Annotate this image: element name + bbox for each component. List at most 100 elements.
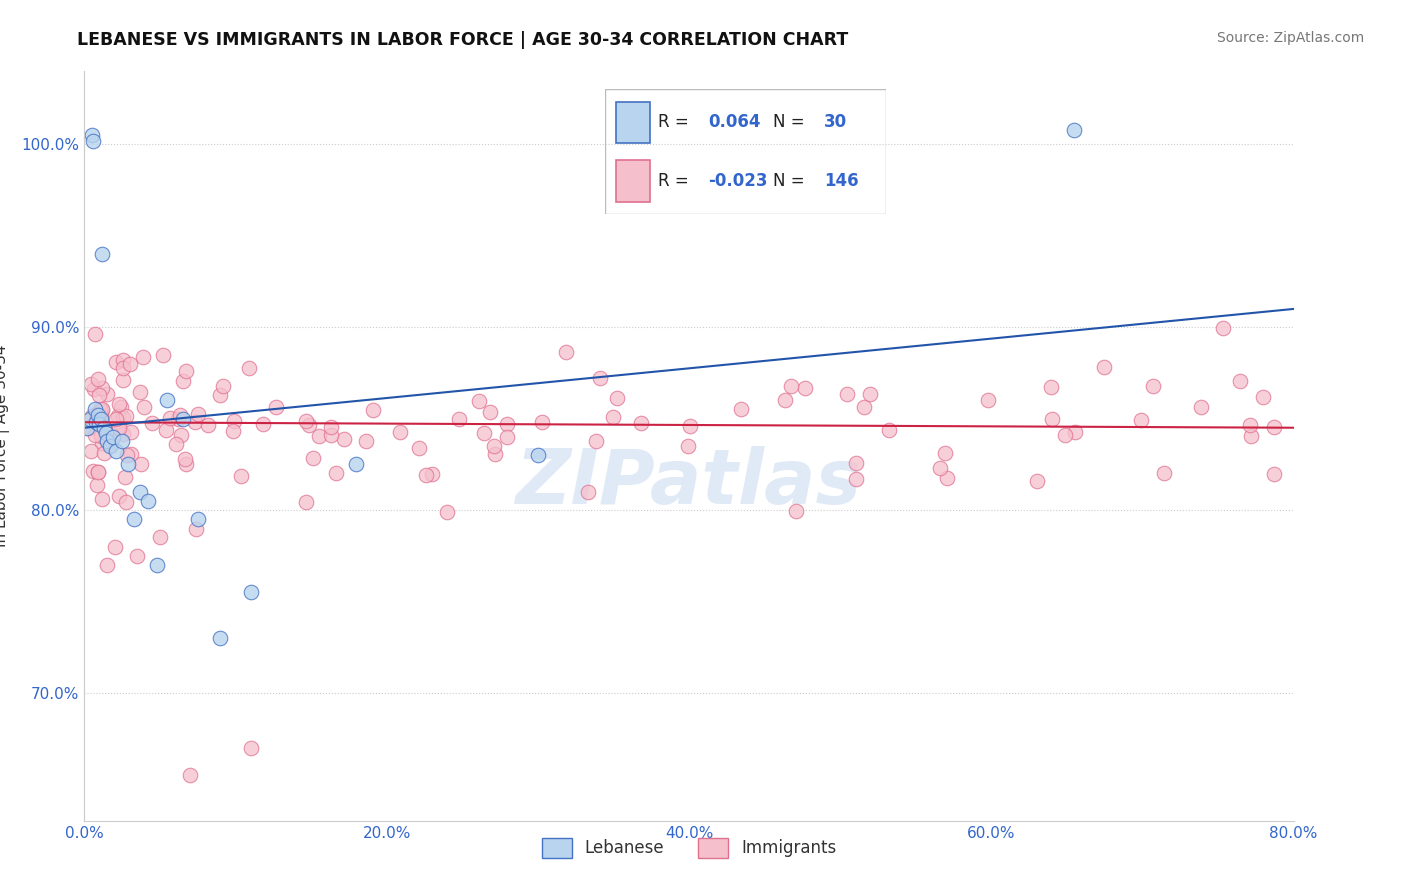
Point [86, 415, 108, 429]
Point [785, 503, 807, 517]
Point [105, 411, 128, 425]
Point [676, 439, 699, 453]
Point [112, 353, 135, 368]
Point [111, 360, 134, 375]
Point [1129, 413, 1152, 427]
Point [84, 407, 107, 421]
Point [877, 423, 900, 437]
Point [87, 466, 110, 480]
Point [122, 512, 145, 526]
Text: 30: 30 [824, 113, 846, 131]
Point [120, 447, 142, 461]
Point [108, 397, 131, 411]
Point [479, 405, 502, 419]
Text: 146: 146 [824, 172, 859, 190]
Point [1212, 321, 1234, 335]
Point [80, 128, 103, 143]
Point [224, 414, 246, 428]
Point [321, 428, 343, 442]
Text: 0.064: 0.064 [709, 113, 761, 131]
Point [319, 420, 342, 434]
Point [845, 456, 868, 470]
Point [108, 489, 131, 503]
Point [82, 464, 104, 478]
Point [89, 388, 111, 402]
Point [96, 434, 118, 448]
Point [90, 402, 112, 417]
Point [80, 444, 103, 458]
Point [1094, 359, 1116, 374]
Point [174, 457, 197, 471]
Point [1040, 412, 1063, 426]
Point [110, 401, 132, 415]
Point [108, 421, 131, 435]
Point [295, 495, 318, 509]
Point [197, 418, 219, 433]
Point [120, 425, 142, 439]
Point [239, 740, 262, 755]
Point [170, 427, 193, 442]
Point [1189, 400, 1212, 414]
Point [127, 549, 149, 563]
Point [134, 400, 156, 414]
Point [936, 471, 959, 485]
Point [146, 558, 169, 572]
Point [172, 374, 194, 388]
Point [976, 393, 998, 408]
Point [112, 426, 135, 441]
Point [730, 402, 752, 417]
Point [90, 380, 112, 394]
Point [1153, 467, 1175, 481]
Point [91, 247, 114, 261]
Point [156, 393, 179, 408]
Point [112, 411, 135, 425]
Point [77, 420, 100, 434]
Point [98, 439, 121, 453]
Point [174, 364, 197, 378]
Point [83, 382, 105, 396]
Point [131, 350, 153, 364]
Point [229, 469, 252, 483]
Point [1263, 467, 1285, 482]
Point [252, 417, 274, 432]
Point [1229, 375, 1251, 389]
Point [152, 348, 174, 362]
Point [115, 448, 138, 462]
Point [934, 446, 956, 460]
Point [114, 409, 136, 423]
Point [149, 530, 172, 544]
Point [187, 512, 209, 526]
Point [264, 400, 287, 414]
Point [835, 387, 858, 401]
Point [602, 409, 624, 424]
Legend: Lebanese, Immigrants: Lebanese, Immigrants [534, 831, 844, 864]
Point [222, 424, 245, 438]
Point [80, 409, 103, 424]
Point [484, 439, 506, 453]
Point [308, 429, 330, 443]
Point [87, 408, 110, 422]
Point [155, 423, 177, 437]
Point [80, 377, 103, 392]
Point [104, 540, 127, 554]
Point [136, 493, 159, 508]
Point [84, 427, 107, 442]
Point [555, 345, 578, 359]
Text: -0.023: -0.023 [709, 172, 768, 190]
Point [211, 379, 233, 393]
Point [105, 444, 128, 458]
Text: N =: N = [773, 172, 810, 190]
Point [346, 457, 368, 471]
Point [90, 408, 112, 422]
Point [239, 585, 262, 599]
Point [1026, 474, 1049, 488]
Text: R =: R = [658, 113, 695, 131]
Point [128, 385, 150, 400]
Point [104, 354, 127, 368]
Point [100, 427, 122, 442]
Point [172, 411, 194, 425]
Point [794, 381, 817, 395]
Point [354, 434, 377, 448]
Point [117, 457, 139, 471]
Point [114, 469, 136, 483]
